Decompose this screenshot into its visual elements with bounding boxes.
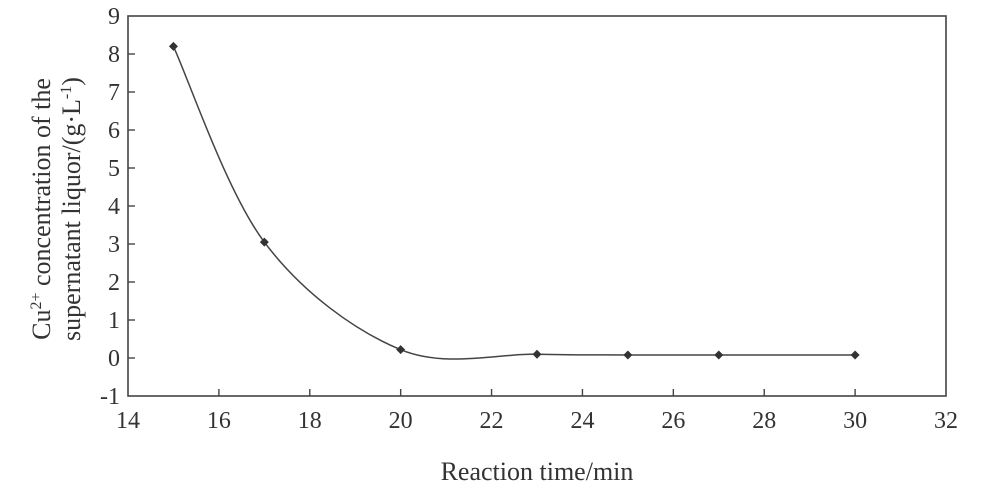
y-axis-title-line2: supernatant liquor/(g·L-1) (57, 77, 86, 341)
y-tick-label: 8 (108, 42, 120, 68)
y-axis-title-line2-sup: -1 (58, 86, 75, 99)
data-point-marker (168, 41, 178, 51)
y-tick-label: -1 (100, 384, 120, 410)
y-tick-label: 7 (108, 80, 120, 106)
y-axis-title-line1: Cu2+ concentration of the (27, 78, 56, 340)
x-tick-label: 30 (843, 408, 867, 434)
x-tick-label: 18 (298, 408, 322, 434)
x-tick-label: 16 (207, 408, 231, 434)
x-tick-label: 28 (752, 408, 776, 434)
y-axis-title-line1-suffix: concentration of the (27, 78, 56, 292)
y-tick-label: 3 (108, 232, 120, 258)
y-tick-label: 5 (108, 156, 120, 182)
y-axis-title-line2-suffix: ) (57, 77, 86, 86)
x-axis-title: Reaction time/min (441, 457, 634, 486)
data-point-marker (532, 349, 542, 359)
x-tick-label: 14 (116, 408, 140, 434)
y-tick-label: 9 (108, 4, 120, 30)
data-point-marker (623, 350, 633, 360)
x-tick-label: 20 (389, 408, 413, 434)
y-axis-ticks: -1 0 1 2 3 4 5 6 7 8 9 (100, 4, 135, 410)
data-point-marker (259, 237, 269, 247)
x-tick-label: 22 (480, 408, 504, 434)
y-tick-label: 4 (108, 194, 120, 220)
plot-frame (127, 15, 947, 397)
x-tick-label: 26 (661, 408, 685, 434)
y-axis-title-line1-sup: 2+ (28, 293, 45, 310)
y-tick-label: 0 (108, 346, 120, 372)
series-line (172, 46, 856, 360)
y-axis-title-line1-prefix: Cu (27, 310, 56, 340)
data-point-marker (396, 345, 406, 355)
y-axis-title-line2-prefix: supernatant liquor/(g·L (57, 99, 86, 341)
y-tick-label: 2 (108, 270, 120, 296)
y-tick-label: 6 (108, 118, 120, 144)
series-group (168, 41, 860, 360)
data-point-marker (714, 350, 724, 360)
y-tick-label: 1 (108, 308, 120, 334)
x-tick-label: 24 (570, 408, 594, 434)
data-point-marker (850, 350, 860, 360)
x-tick-label: 32 (934, 408, 958, 434)
x-axis-ticks: 14 16 18 20 22 24 26 28 30 32 (116, 389, 958, 434)
